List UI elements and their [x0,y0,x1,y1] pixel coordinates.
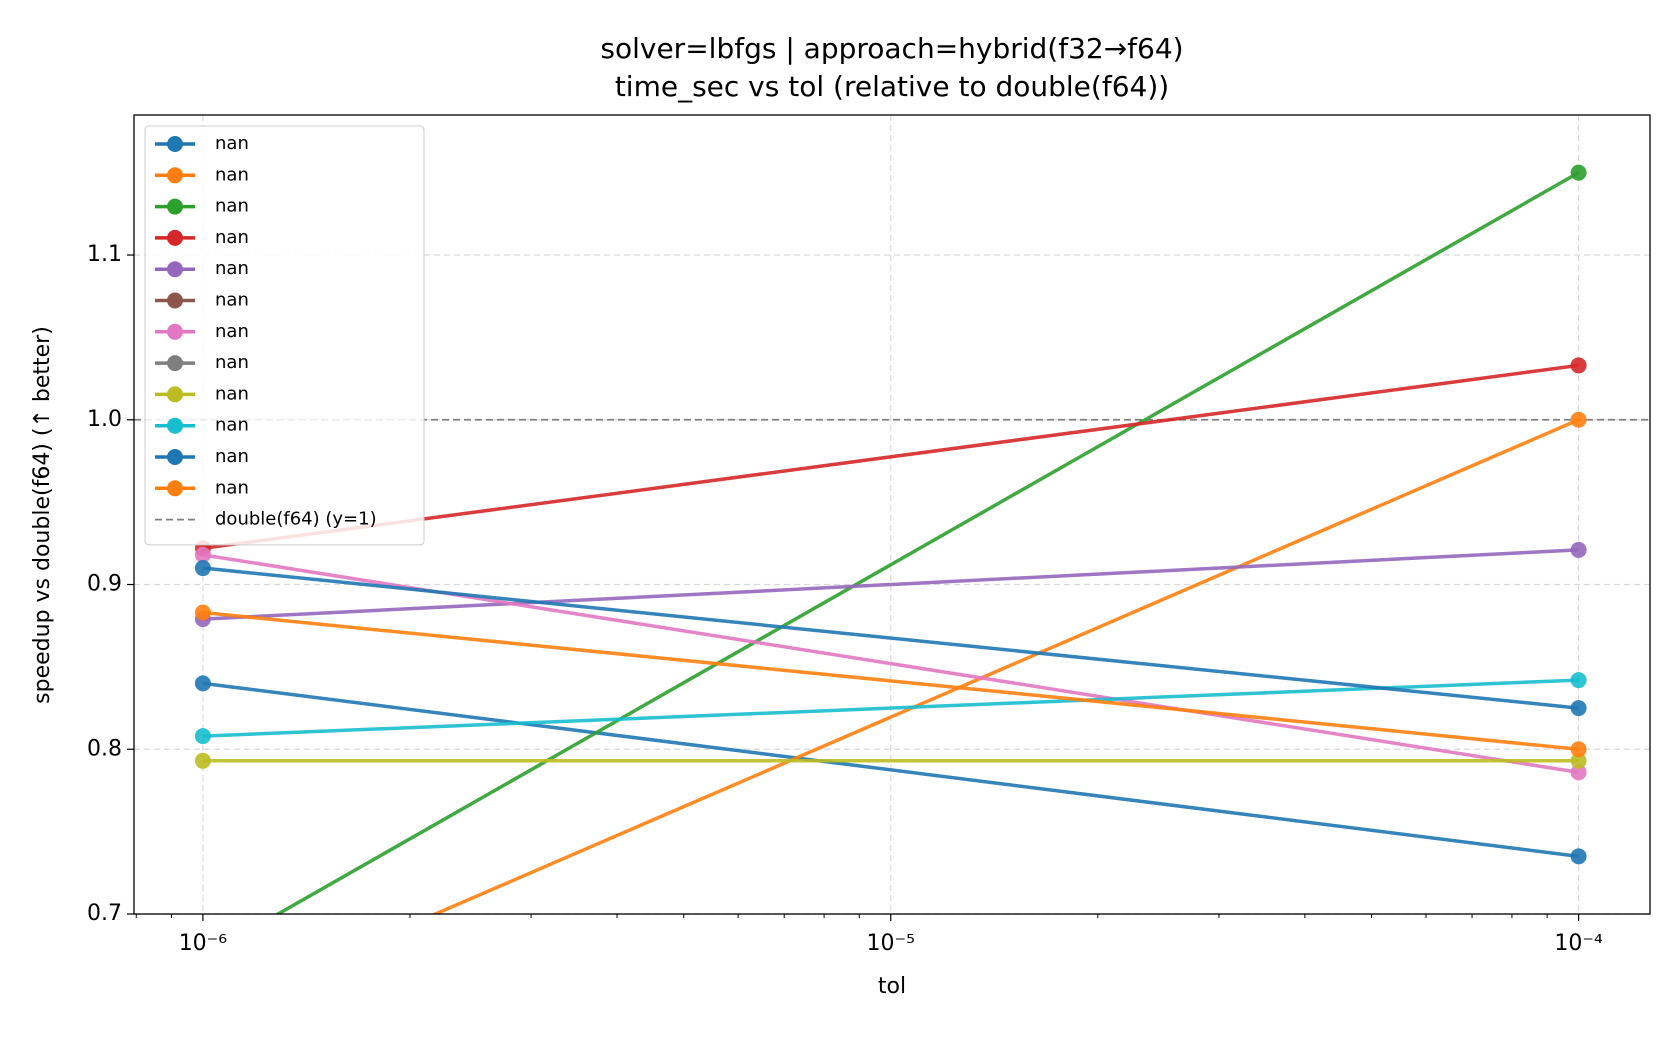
x-tick-label: 10⁻⁴ [1554,931,1603,956]
legend-marker [167,292,183,309]
y-tick-label: 1.1 [87,242,122,267]
legend-marker [167,417,183,434]
legend-label: nan [215,383,249,404]
legend-label: nan [215,415,249,436]
legend-label: double(f64) (y=1) [215,509,377,530]
legend-marker [167,355,183,372]
series-marker [194,728,211,745]
y-tick-label: 1.0 [87,407,122,432]
y-tick-label: 0.8 [87,736,122,761]
legend-marker [167,480,183,497]
series-marker [1570,672,1587,689]
legend-label: nan [215,164,249,185]
series-line [202,548,1579,621]
series-marker [1570,741,1587,758]
series-marker [195,1006,211,1022]
series-line [202,681,1579,859]
series-marker [1570,411,1587,428]
plot-area [194,164,1587,1022]
series-line [202,363,1579,551]
legend-label: nan [215,258,249,279]
legend-label: nan [215,321,249,342]
series-marker [1570,764,1587,781]
series-marker [194,752,211,769]
legend-label: nan [215,477,249,498]
plot-frame [133,114,1651,915]
series-marker [1570,357,1587,374]
series-marker [1570,848,1587,865]
legend-label: nan [215,196,249,217]
legend-marker [167,198,183,215]
series-marker [194,560,211,577]
series-marker [1570,541,1587,558]
y-tick-label: 0.7 [87,901,122,926]
x-tick-label: 10⁻⁶ [179,931,228,956]
series-line [202,566,1579,710]
legend-label: nan [215,446,249,467]
series-marker [194,604,211,621]
legend-marker [167,136,183,152]
series-marker [1570,752,1587,769]
chart-subtitle: time_sec vs tol (relative to double(f64)… [615,70,1169,103]
legend-marker [167,449,183,465]
series-marker [1570,700,1587,717]
x-tick-label: 10⁻⁵ [867,931,915,956]
legend-marker [167,229,183,246]
y-axis-label: speedup vs double(f64) (↑ better) [30,326,55,704]
legend-marker [167,386,183,403]
series-line [274,171,1580,914]
series-line [202,678,1579,738]
y-tick-label: 0.9 [87,572,122,597]
series-marker [194,675,211,692]
legend-label: nan [215,227,249,248]
series-marker [194,546,211,563]
legend-marker [167,261,183,278]
legend-label: nan [215,290,249,311]
legend-label: nan [215,133,249,154]
series-marker [1570,164,1587,181]
legend-box [144,125,425,546]
x-axis-label: tol [878,974,906,999]
series-line [202,610,1579,751]
legend-marker [167,167,183,184]
series-line [430,418,1580,914]
legend-marker [167,323,183,340]
chart-title: solver=lbfgs | approach=hybrid(f32→f64) [600,32,1183,65]
legend-label: nan [215,352,249,373]
